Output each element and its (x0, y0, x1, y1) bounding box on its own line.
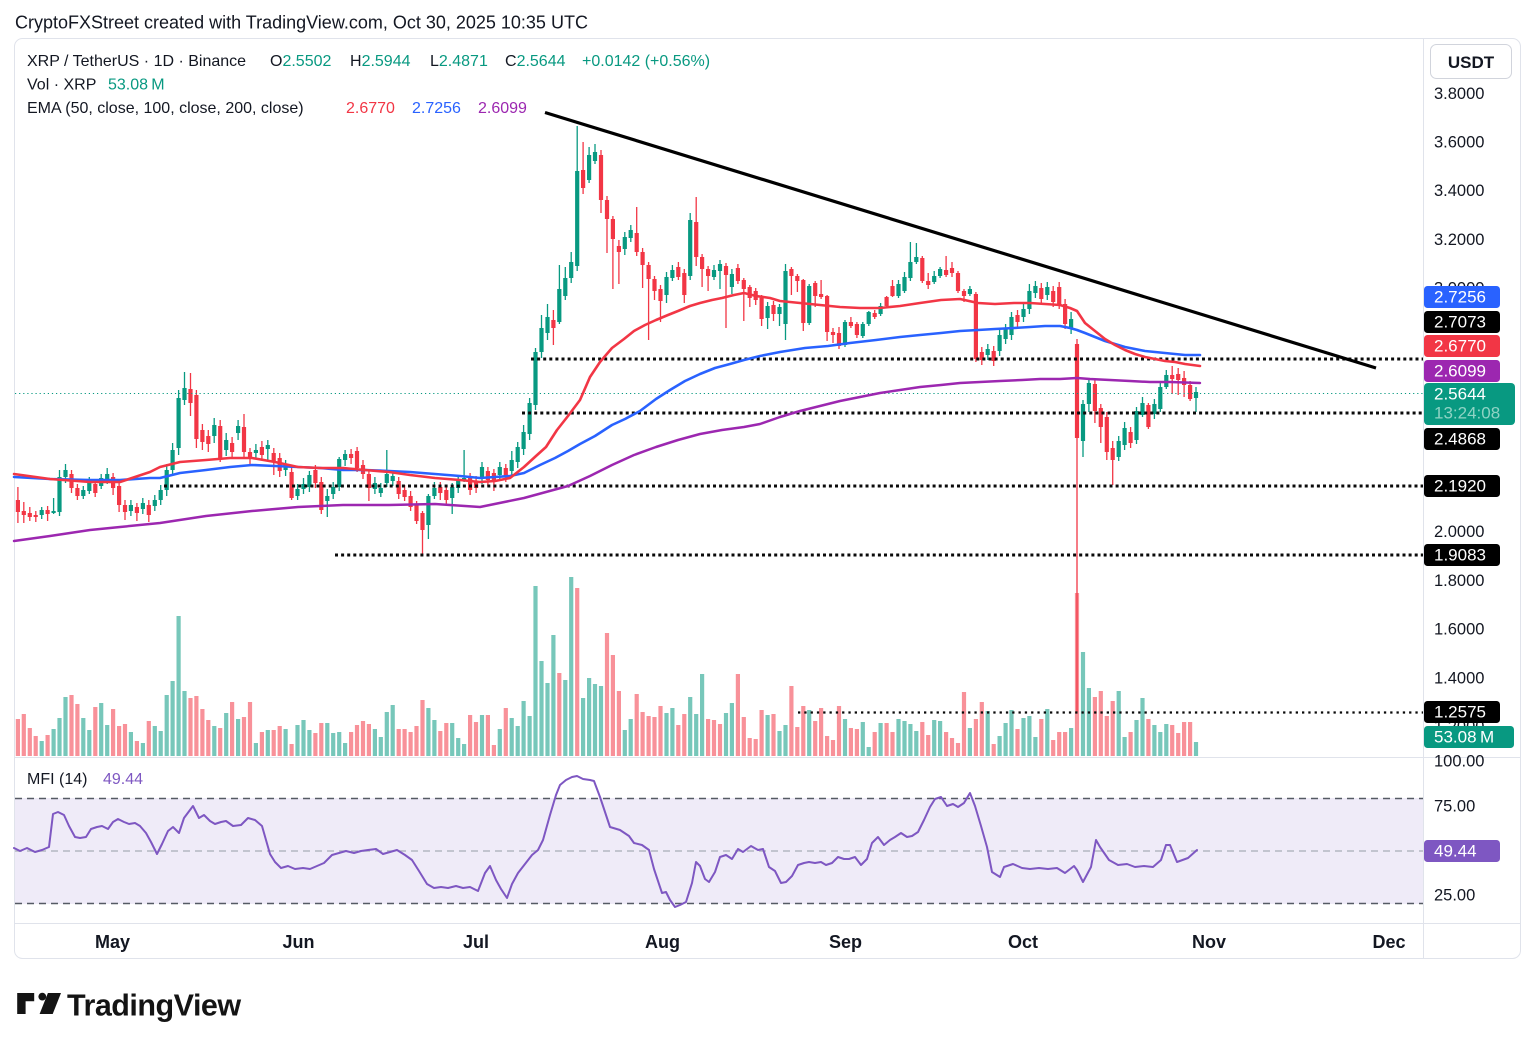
svg-text:3.6000: 3.6000 (1434, 134, 1484, 152)
svg-text:C2.5644: C2.5644 (505, 53, 566, 70)
svg-text:Aug: Aug (645, 932, 680, 952)
svg-text:Jun: Jun (282, 932, 314, 952)
svg-text:Oct: Oct (1008, 932, 1038, 952)
svg-text:EMA (50, close, 100, close, 20: EMA (50, close, 100, close, 200, close) (27, 100, 304, 117)
svg-text:CryptoFXStreet created with Tr: CryptoFXStreet created with TradingView.… (15, 13, 588, 33)
svg-text:3.8000: 3.8000 (1434, 85, 1484, 103)
svg-text:3.2000: 3.2000 (1434, 231, 1484, 249)
svg-text:13:24:08: 13:24:08 (1434, 403, 1500, 422)
svg-text:2.7256: 2.7256 (412, 100, 461, 117)
svg-text:Jul: Jul (463, 932, 489, 952)
svg-text:2.6770: 2.6770 (346, 100, 395, 117)
svg-text:Vol · XRP: Vol · XRP (27, 77, 96, 94)
svg-text:53.08 M: 53.08 M (1434, 727, 1494, 746)
svg-text:100.00: 100.00 (1434, 752, 1484, 770)
svg-text:3.4000: 3.4000 (1434, 182, 1484, 200)
svg-text:O2.5502: O2.5502 (270, 53, 331, 70)
svg-text:2.6099: 2.6099 (478, 100, 527, 117)
svg-text:XRP / TetherUS · 1D · Binance: XRP / TetherUS · 1D · Binance (27, 53, 246, 70)
svg-text:2.5644: 2.5644 (1434, 384, 1486, 403)
svg-text:Nov: Nov (1192, 932, 1226, 952)
svg-text:49.44: 49.44 (1434, 841, 1477, 860)
svg-text:MFI (14): MFI (14) (27, 771, 87, 788)
svg-text:1.6000: 1.6000 (1434, 621, 1484, 639)
svg-text:TradingView: TradingView (67, 989, 241, 1023)
svg-text:Sep: Sep (829, 932, 862, 952)
svg-text:49.44: 49.44 (103, 771, 143, 788)
svg-text:Dec: Dec (1372, 932, 1405, 952)
svg-text:2.7073: 2.7073 (1434, 312, 1486, 331)
svg-text:1.2575: 1.2575 (1434, 702, 1486, 721)
svg-text:H2.5944: H2.5944 (350, 53, 411, 70)
svg-text:2.4868: 2.4868 (1434, 429, 1486, 448)
svg-text:2.0000: 2.0000 (1434, 523, 1484, 541)
svg-text:53.08 M: 53.08 M (108, 77, 165, 94)
svg-text:+0.0142 (+0.56%): +0.0142 (+0.56%) (582, 53, 710, 70)
svg-text:1.8000: 1.8000 (1434, 572, 1484, 590)
svg-text:2.1920: 2.1920 (1434, 476, 1486, 495)
svg-text:2.6770: 2.6770 (1434, 336, 1486, 355)
svg-text:L2.4871: L2.4871 (430, 53, 488, 70)
svg-text:USDT: USDT (1448, 53, 1495, 72)
svg-text:75.00: 75.00 (1434, 797, 1475, 815)
svg-text:2.7256: 2.7256 (1434, 287, 1486, 306)
svg-text:1.9083: 1.9083 (1434, 545, 1486, 564)
svg-text:1.4000: 1.4000 (1434, 669, 1484, 687)
svg-text:2.6099: 2.6099 (1434, 361, 1486, 380)
svg-text:25.00: 25.00 (1434, 886, 1475, 904)
svg-text:May: May (95, 932, 130, 952)
